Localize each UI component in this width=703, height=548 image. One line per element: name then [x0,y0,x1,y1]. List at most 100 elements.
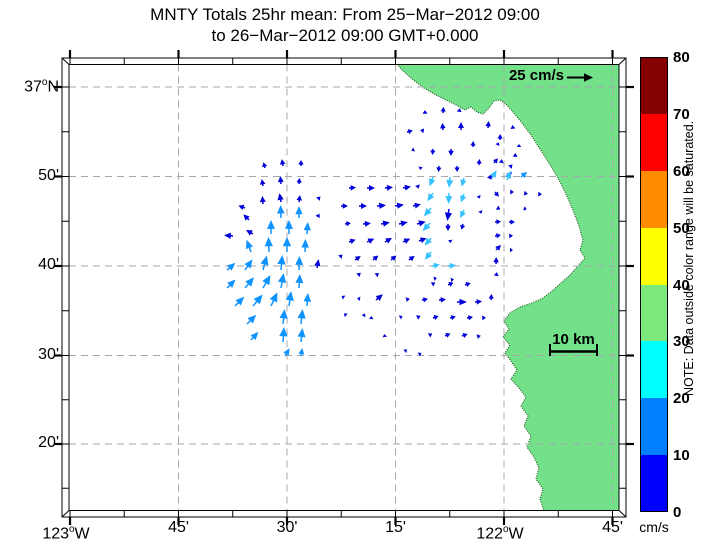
vector-head [374,273,380,278]
frame-bevel [61,510,70,518]
vector-head [250,331,259,340]
vector-head [346,221,351,227]
current-vector [421,297,428,303]
vector-head [390,255,397,262]
colorbar-tick-label: 60 [673,162,690,180]
current-vector [408,255,415,262]
vector-head [520,171,528,178]
current-vector [415,184,420,189]
vector-head [440,107,446,112]
frame-bevel [61,57,70,65]
colorbar-tick-label: 10 [673,447,690,465]
vector-head [369,185,375,191]
vector-head [436,167,442,172]
vector-head [416,315,421,320]
colorbar-note: NOTE: Data outside color range will be s… [682,120,696,396]
current-vector [445,224,451,231]
current-vector [510,125,516,129]
current-vector [298,160,304,166]
vector-head [448,281,454,287]
vector-head [427,193,435,202]
vector-head [422,223,431,232]
current-vector [348,238,356,245]
current-vector [264,237,273,253]
vector-head [430,282,436,287]
current-vector [374,273,380,278]
vector-head [495,245,501,251]
current-vector [402,238,411,244]
vector-head [298,348,305,355]
current-vector [357,296,361,302]
current-vector [495,205,501,210]
current-vector [382,334,388,338]
vector-head [277,205,285,214]
current-vector [267,220,275,234]
vector-head [510,189,514,195]
frame-outer [61,57,627,518]
current-vector [420,128,425,134]
current-vector [422,222,431,232]
current-vector [447,262,456,269]
current-vector [296,195,303,203]
vector-head [279,327,288,337]
vector-head [440,297,446,303]
vector-head [227,262,236,271]
vector-head [277,255,286,265]
current-vector [282,237,292,252]
vector-head [297,328,306,338]
current-vector [495,142,500,147]
plot-title-line2: to 26−Mar−2012 09:00 GMT+0.000 [211,26,479,45]
vector-head [253,294,263,305]
current-vector [509,219,515,225]
vector-head [238,204,245,211]
current-vector [343,313,348,318]
current-vector [482,315,486,321]
vector-head [247,314,257,324]
colorbar-segment [641,57,667,114]
vector-head [415,184,420,189]
vector-head [245,277,254,287]
vector-head [368,316,374,320]
vector-head [456,108,462,113]
current-vector [380,220,390,227]
vector-head [476,299,482,305]
current-vector [316,196,321,201]
vector-head [496,219,501,225]
current-vector [262,275,271,289]
vector-head [227,279,236,288]
frame-inner [68,64,620,511]
current-vector [417,352,422,357]
current-vector [424,237,432,246]
current-vector [438,297,446,303]
vector-head [430,150,436,155]
current-vector [485,121,491,129]
current-vector [295,274,304,289]
vector-head [378,202,386,209]
current-vectors-layer [224,107,542,357]
current-vector [226,279,236,289]
current-vector [474,299,482,305]
y-tick-label: 30' [38,345,59,363]
vector-head [433,315,439,320]
current-vector [285,291,294,307]
vector-head [283,348,290,356]
current-vector [296,178,302,185]
current-vector [512,153,518,157]
vector-head [447,239,453,243]
vector-head [460,224,466,230]
colorbar-tick-label: 30 [673,333,690,351]
current-vector [277,255,286,271]
vector-head [504,170,511,179]
vector-head [407,129,413,135]
current-vector [418,237,427,244]
vector-head [296,178,302,183]
current-vector [460,209,466,219]
vector-head [262,162,268,168]
current-vector [277,273,287,289]
current-vector [356,272,361,278]
current-vector [445,192,453,204]
current-vector [398,220,408,227]
vector-head [512,153,518,157]
vector-head [460,179,467,187]
current-vector [354,255,361,262]
